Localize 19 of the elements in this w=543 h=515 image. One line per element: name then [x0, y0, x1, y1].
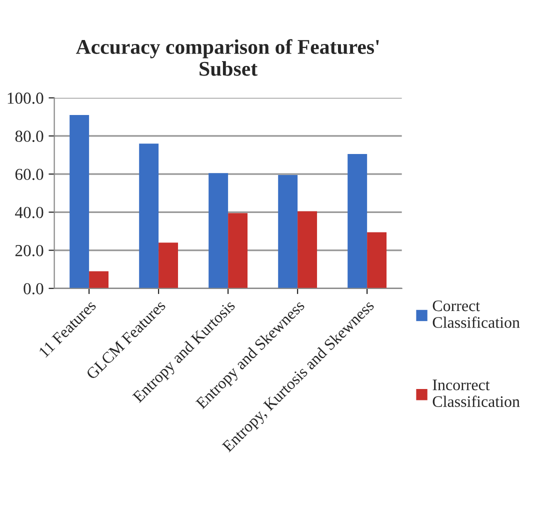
y-tick-label: 80.0: [15, 130, 44, 142]
bar: [139, 144, 159, 288]
chart-title: Accuracy comparison of Features' Subset: [76, 39, 379, 76]
bar: [70, 115, 90, 288]
y-tick-label: 100.0: [8, 92, 44, 104]
bar: [208, 173, 228, 288]
y-tick-label: 20.0: [15, 244, 44, 256]
legend-label: Incorrect Classification: [432, 380, 520, 407]
bar: [228, 213, 248, 288]
bar: [348, 154, 368, 288]
bar: [278, 175, 298, 288]
bar: [367, 232, 387, 288]
bar: [89, 271, 109, 288]
y-tick-label: 60.0: [15, 168, 44, 180]
bar: [158, 242, 178, 288]
legend-label: Correct Classification: [432, 300, 520, 328]
bar: [298, 211, 318, 288]
y-tick-label: 40.0: [15, 206, 44, 218]
y-tick-label: 0.0: [24, 283, 44, 294]
